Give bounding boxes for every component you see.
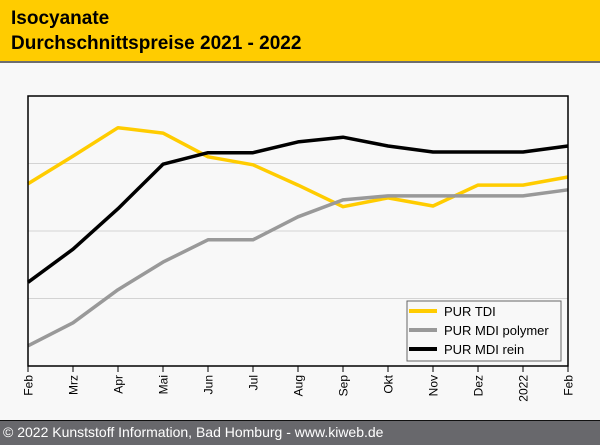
x-tick-label: Mai [157,375,171,394]
series-layer [26,125,569,348]
line-chart: Feb Mrz Apr Mai Jun Jul Aug Sep Okt Nov Dez 2022 Feb… [22,95,576,402]
series-line-pur-tdi [27,125,569,209]
x-axis: Feb Mrz Apr Mai Jun Jul Aug Sep Okt Nov Dez 2022 Feb [22,366,576,402]
x-tick-label: Jul [247,375,261,390]
legend-label: PUR TDI [444,304,496,319]
x-tick-label: Okt [382,374,396,393]
x-tick-label: 2022 [517,375,531,402]
chart-title-line1: Isocyanate [11,8,110,29]
x-tick-label: Dez [472,375,486,396]
series-line-pur-mdi-polymer [27,188,569,348]
x-tick-label: Apr [112,375,126,394]
footer-bar: © 2022 Kunststoff Information, Bad Hombu… [0,420,600,445]
chart-title-line2: Durchschnittspreise 2021 - 2022 [11,33,302,54]
copyright-text: © 2022 Kunststoff Information, Bad Hombu… [3,424,384,440]
series-line-pur-mdi-rein [26,135,569,284]
x-tick-label: Feb [22,375,36,396]
chart-header: Isocyanate Durchschnittspreise 2021 - 20… [0,0,600,63]
x-tick-label: Feb [562,375,576,396]
x-tick-label: Sep [337,375,351,397]
legend-label: PUR MDI polymer [444,323,549,338]
x-tick-label: Nov [427,375,441,396]
grid-layer [28,163,568,299]
x-tick-label: Jun [202,375,216,394]
x-tick-label: Aug [292,375,306,396]
legend-label: PUR MDI rein [444,342,524,357]
x-tick-label: Mrz [67,375,81,395]
legend: PUR TDI PUR MDI polymer PUR MDI rein [406,300,562,362]
